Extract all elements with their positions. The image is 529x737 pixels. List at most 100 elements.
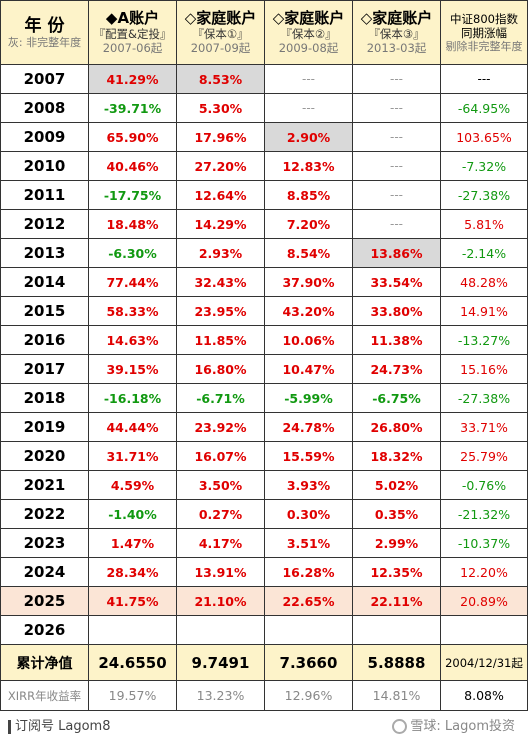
index-return-cell: 12.20% <box>440 557 528 587</box>
year-cell: 2018 <box>0 383 89 413</box>
account-return-cell: 40.46% <box>88 151 177 181</box>
col-sub: 『保本②』 <box>280 27 337 41</box>
account-return-cell: 0.30% <box>264 499 353 529</box>
year-cell: 2022 <box>0 499 89 529</box>
year-cell: 2023 <box>0 528 89 558</box>
account-return-cell: --- <box>352 180 441 210</box>
account-return-cell: 10.47% <box>264 354 353 384</box>
table-row: 2021 4.59% 3.50% 3.93% 5.02% -0.76% <box>0 470 528 500</box>
table-row: 2009 65.90% 17.96% 2.90% --- 103.65% <box>0 122 528 152</box>
totals-row: 累计净值 24.6550 9.7491 7.3660 5.8888 2004/12/31起 <box>0 644 528 681</box>
account-return-cell: 12.35% <box>352 557 441 587</box>
account-return-cell: 21.10% <box>176 586 265 616</box>
total-net-value-cell: 7.3660 <box>264 644 353 681</box>
account-return-cell: 14.63% <box>88 325 177 355</box>
index-return-cell: -7.32% <box>440 151 528 181</box>
account-return-cell: 33.80% <box>352 296 441 326</box>
year-cell: 2026 <box>0 615 89 645</box>
year-cell: 2010 <box>0 151 89 181</box>
index-return-cell: --- <box>440 64 528 94</box>
index-return-cell: 15.16% <box>440 354 528 384</box>
year-cell: 2011 <box>0 180 89 210</box>
account-return-cell: 44.44% <box>88 412 177 442</box>
year-cell: 2017 <box>0 354 89 384</box>
account-return-cell: 16.28% <box>264 557 353 587</box>
account-return-cell: -16.18% <box>88 383 177 413</box>
account-return-cell: 22.11% <box>352 586 441 616</box>
col-header-family-3: ◇家庭账户 『保本③』 2013-03起 <box>352 0 441 65</box>
account-return-cell: 8.85% <box>264 180 353 210</box>
index-return-cell: 20.89% <box>440 586 528 616</box>
table-row: 2007 41.29% 8.53% --- --- --- <box>0 64 528 94</box>
table-row: 2008 -39.71% 5.30% --- --- -64.95% <box>0 93 528 123</box>
account-return-cell: -5.99% <box>264 383 353 413</box>
col-sub: 『保本③』 <box>368 27 425 41</box>
totals-label: 累计净值 <box>0 644 89 681</box>
account-return-cell: 5.30% <box>176 93 265 123</box>
snowball-logo-icon <box>392 719 408 734</box>
account-return-cell: -1.40% <box>88 499 177 529</box>
table-row: 2017 39.15% 16.80% 10.47% 24.73% 15.16% <box>0 354 528 384</box>
account-return-cell: 13.86% <box>352 238 441 268</box>
col-date: 2009-08起 <box>278 41 339 55</box>
xirr-row: XIRR年收益率 19.57% 13.23% 12.96% 14.81% 8.08% <box>0 680 528 711</box>
year-cell: 2007 <box>0 64 89 94</box>
year-cell: 2024 <box>0 557 89 587</box>
account-return-cell: 11.85% <box>176 325 265 355</box>
col-date: 2007-06起 <box>102 41 163 55</box>
table-row: 2020 31.71% 16.07% 15.59% 18.32% 25.79% <box>0 441 528 471</box>
table-row: 2026 <box>0 615 528 645</box>
account-return-cell: 32.43% <box>176 267 265 297</box>
account-return-cell: 11.38% <box>352 325 441 355</box>
account-return-cell: 33.54% <box>352 267 441 297</box>
account-return-cell: 26.80% <box>352 412 441 442</box>
year-cell: 2016 <box>0 325 89 355</box>
table-row: 2010 40.46% 27.20% 12.83% --- -7.32% <box>0 151 528 181</box>
index-return-cell: -27.38% <box>440 180 528 210</box>
year-cell: 2014 <box>0 267 89 297</box>
footer: 订阅号 Lagom8 雪球: Lagom投资 <box>0 712 529 737</box>
account-return-cell: 23.92% <box>176 412 265 442</box>
account-return-cell: --- <box>352 122 441 152</box>
index-return-cell: -0.76% <box>440 470 528 500</box>
account-return-cell: 22.65% <box>264 586 353 616</box>
index-return-cell: -2.14% <box>440 238 528 268</box>
col-date: 2013-03起 <box>366 41 427 55</box>
account-return-cell: -6.30% <box>88 238 177 268</box>
header-row: 年 份 灰: 非完整年度 ◆A账户 『配置&定投』 2007-06起 ◇家庭账户… <box>0 0 528 65</box>
index-return-cell: -21.32% <box>440 499 528 529</box>
account-return-cell: 77.44% <box>88 267 177 297</box>
account-return-cell: 2.90% <box>264 122 353 152</box>
account-return-cell: 31.71% <box>88 441 177 471</box>
col-title: ◇家庭账户 <box>184 9 257 27</box>
col-sub: 『配置&定投』 <box>93 27 172 41</box>
account-return-cell: -39.71% <box>88 93 177 123</box>
account-return-cell: 14.29% <box>176 209 265 239</box>
account-return-cell: 37.90% <box>264 267 353 297</box>
account-return-cell: 23.95% <box>176 296 265 326</box>
account-return-cell: 18.32% <box>352 441 441 471</box>
account-return-cell: 41.75% <box>88 586 177 616</box>
col-header-family-2: ◇家庭账户 『保本②』 2009-08起 <box>264 0 353 65</box>
xirr-value-cell: 8.08% <box>440 680 528 711</box>
col-title: 中证800指数 <box>450 11 518 26</box>
account-return-cell: 5.02% <box>352 470 441 500</box>
account-return-cell: 13.91% <box>176 557 265 587</box>
account-return-cell: 1.47% <box>88 528 177 558</box>
year-cell: 2015 <box>0 296 89 326</box>
table-row: 2011 -17.75% 12.64% 8.85% --- -27.38% <box>0 180 528 210</box>
col-header-family-1: ◇家庭账户 『保本①』 2007-09起 <box>176 0 265 65</box>
col-date: 2007-09起 <box>190 41 251 55</box>
table-row: 2025 41.75% 21.10% 22.65% 22.11% 20.89% <box>0 586 528 616</box>
account-return-cell: 10.06% <box>264 325 353 355</box>
account-return-cell: 7.20% <box>264 209 353 239</box>
account-return-cell: 12.83% <box>264 151 353 181</box>
xirr-value-cell: 12.96% <box>264 680 353 711</box>
account-return-cell: 39.15% <box>88 354 177 384</box>
account-return-cell: 4.17% <box>176 528 265 558</box>
table-row: 2022 -1.40% 0.27% 0.30% 0.35% -21.32% <box>0 499 528 529</box>
year-cell: 2019 <box>0 412 89 442</box>
account-return-cell: 24.73% <box>352 354 441 384</box>
returns-table: 年 份 灰: 非完整年度 ◆A账户 『配置&定投』 2007-06起 ◇家庭账户… <box>0 0 528 711</box>
col-header-index: 中证800指数 同期涨幅 剔除非完整年度 <box>440 0 528 65</box>
